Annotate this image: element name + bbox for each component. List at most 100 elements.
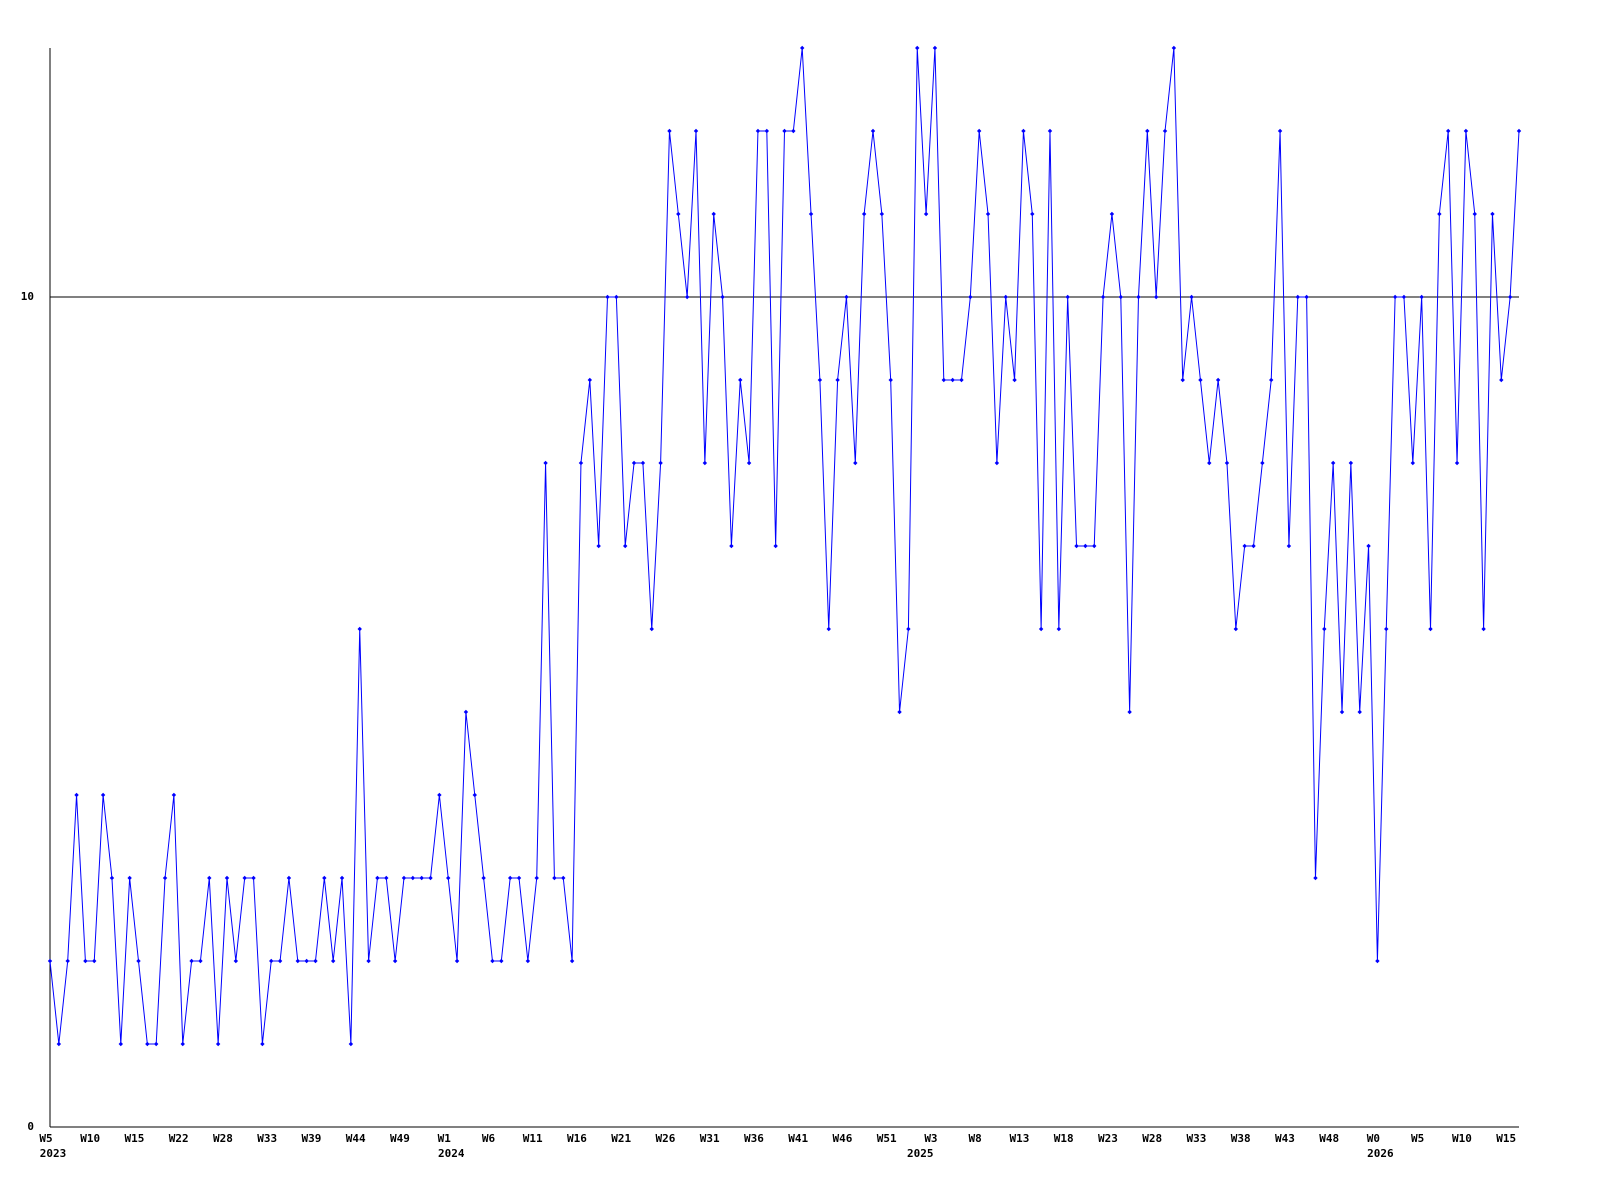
marker [233,958,239,964]
x-tick-label: W18 [1054,1132,1074,1145]
marker [516,875,522,881]
marker [667,128,672,134]
marker [1401,294,1407,300]
marker [1109,211,1115,217]
marker [1481,626,1486,632]
marker [861,211,867,217]
marker [189,958,194,964]
marker [1499,377,1504,383]
marker [507,875,513,881]
marker [1180,377,1185,383]
marker [702,460,708,466]
marker [65,958,70,964]
marker [968,294,973,300]
x-tick-label: W44 [346,1132,366,1145]
marker [83,958,88,964]
marker [1339,709,1345,715]
x-tick-label: W13 [1009,1132,1029,1145]
marker [640,460,646,466]
y-tick-label: 10 [21,290,34,303]
x-tick-label: W23 [1098,1132,1118,1145]
marker [481,875,486,881]
marker [1428,626,1433,632]
marker [941,377,946,383]
marker [437,792,442,798]
marker [605,294,610,300]
marker [92,958,97,964]
x-tick-label: W43 [1275,1132,1295,1145]
x-tick-label: W41 [788,1132,808,1145]
marker [791,128,796,134]
marker [888,377,893,383]
marker [74,792,79,798]
marker [808,211,814,217]
x-tick-label: W16 [567,1132,587,1145]
marker [330,958,336,964]
marker [1463,128,1469,134]
marker [782,128,787,134]
marker [1472,211,1477,217]
marker [1038,626,1044,632]
marker [1207,460,1212,466]
marker [1330,460,1336,466]
marker [1171,45,1177,51]
marker [1012,377,1017,383]
marker [375,875,380,881]
marker [1446,128,1451,134]
marker [897,709,902,715]
marker [631,460,637,466]
marker [207,875,212,881]
marker [684,294,690,300]
marker [835,377,840,383]
x-tick-label: W26 [656,1132,676,1145]
marker [658,460,663,466]
marker [1357,709,1362,715]
marker [472,792,477,798]
marker [1030,211,1035,217]
marker [136,958,141,964]
marker [1047,128,1053,134]
x-tick-label: W6 [482,1132,496,1145]
marker [578,460,584,466]
marker [915,45,920,51]
year-label: 2026 [1367,1147,1394,1160]
marker [844,294,849,300]
x-tick-label: W0 [1367,1132,1380,1145]
marker [1277,128,1283,134]
x-tick-label: W48 [1319,1132,1339,1145]
marker [1260,460,1265,466]
marker [676,211,681,217]
marker [1410,460,1416,466]
y-tick-label: 0 [27,1120,34,1133]
marker [649,626,654,632]
marker [817,377,823,383]
marker [198,958,203,964]
x-tick-label: W31 [700,1132,720,1145]
marker [428,875,433,881]
marker [569,958,575,964]
marker [499,958,504,964]
marker [1074,543,1079,549]
marker [463,709,469,715]
marker [118,1041,123,1047]
x-tick-label: W11 [523,1132,543,1145]
marker [738,377,743,383]
marker [764,128,770,134]
marker [1242,543,1247,549]
marker [693,128,699,134]
x-tick-label: W15 [1496,1132,1516,1145]
x-tick-label: W10 [80,1132,100,1145]
marker [1375,958,1380,964]
x-tick-label: W15 [125,1132,145,1145]
marker [932,45,938,51]
marker [1145,128,1150,134]
marker [720,294,725,300]
x-tick-label: W33 [1186,1132,1206,1145]
marker [251,875,256,881]
marker [1507,294,1513,300]
marker [959,377,964,383]
x-tick-label: W49 [390,1132,410,1145]
marker [348,1041,354,1047]
marker [1162,128,1168,134]
marker [799,45,805,51]
